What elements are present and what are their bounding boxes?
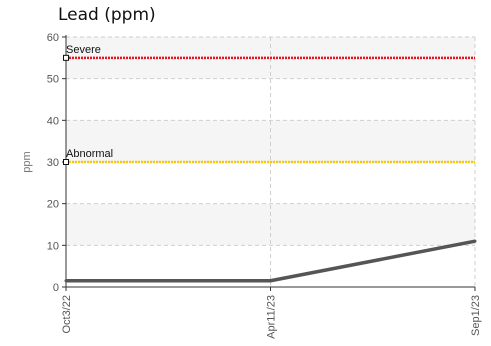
y-tick-label: 40 <box>47 115 59 127</box>
y-tick-label: 30 <box>47 157 59 169</box>
data-point <box>64 279 68 283</box>
y-axis-title: ppm <box>21 151 33 172</box>
data-point <box>269 279 272 283</box>
x-tick-label: Sep1/23 <box>470 295 482 336</box>
data-point <box>473 239 477 243</box>
x-tick-label: Oct3/22 <box>61 295 73 334</box>
y-tick-label: 0 <box>53 282 59 294</box>
reference-label: Severe <box>66 44 101 56</box>
y-tick-label: 50 <box>47 74 59 86</box>
reference-label: Abnormal <box>66 148 113 160</box>
reference-marker <box>63 54 69 61</box>
x-tick-label: Apr11/23 <box>266 295 278 339</box>
reference-marker <box>63 159 69 165</box>
y-tick-label: 10 <box>47 240 59 252</box>
data-series <box>64 239 477 283</box>
y-tick-label: 60 <box>47 32 59 44</box>
background-band <box>66 203 475 246</box>
tick-labels: 0 10 20 30 40 50 60 Oct3/22 Apr11/23 Sep1/23 <box>47 32 482 339</box>
y-tick-label: 20 <box>47 199 59 211</box>
chart-title: Lead (ppm) <box>58 5 156 25</box>
background-band <box>66 120 475 162</box>
reference-lines: Severe Abnormal <box>63 44 475 165</box>
